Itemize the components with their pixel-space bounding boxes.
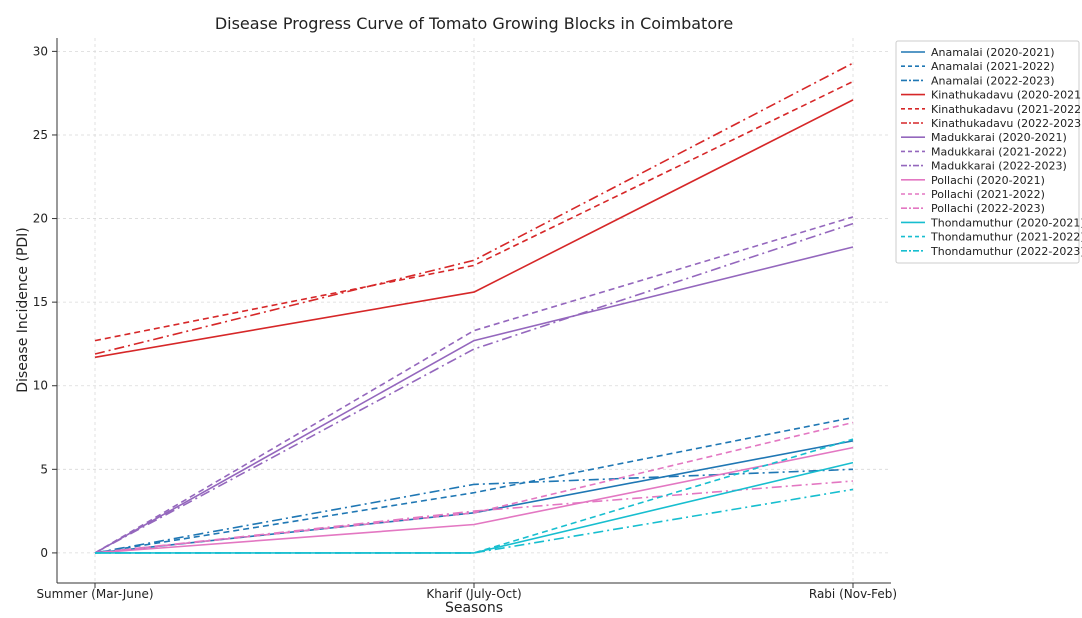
series-line (94, 421, 854, 554)
legend-label: Anamalai (2020-2021) (931, 46, 1055, 59)
x-tick-label: Summer (Mar-June) (36, 587, 153, 601)
legend: Anamalai (2020-2021)Anamalai (2021-2022)… (895, 40, 1082, 264)
legend-label: Thondamuthur (2020-2021) (930, 216, 1082, 229)
y-tick-label: 0 (40, 546, 48, 560)
y-tick-label: 25 (33, 128, 48, 142)
legend-label: Kinathukadavu (2022-2023) (931, 117, 1082, 130)
chart-title: Disease Progress Curve of Tomato Growing… (215, 14, 733, 33)
legend-label: Pollachi (2021-2022) (931, 188, 1045, 201)
y-tick-label: 5 (40, 462, 48, 476)
series-line (94, 216, 854, 554)
legend-label: Madukkarai (2020-2021) (931, 131, 1067, 144)
x-tick-label: Rabi (Nov-Feb) (809, 587, 897, 601)
series-line (94, 416, 854, 554)
y-tick-label: 20 (33, 212, 48, 226)
x-axis-label: Seasons (445, 600, 503, 616)
series-line (94, 99, 854, 359)
y-axis-label: Disease Incidence (PDI) (15, 227, 31, 393)
y-ticks: 0 5 10 15 20 25 30 (33, 44, 57, 560)
series-line (94, 246, 854, 554)
legend-label: Pollachi (2020-2021) (931, 174, 1045, 187)
x-ticks: Summer (Mar-June) Kharif (July-Oct) Rabi (… (36, 583, 897, 601)
legend-label: Madukkarai (2022-2023) (931, 160, 1067, 173)
legend-label: Anamalai (2021-2022) (931, 60, 1055, 73)
series-line (94, 446, 854, 554)
x-tick-label: Kharif (July-Oct) (426, 587, 521, 601)
legend-label: Anamalai (2022-2023) (931, 74, 1055, 87)
legend-label: Thondamuthur (2021-2022) (930, 231, 1082, 244)
series-line (94, 468, 854, 554)
legend-label: Thondamuthur (2022-2023) (930, 245, 1082, 258)
series-layer (94, 62, 854, 554)
y-tick-label: 30 (33, 44, 48, 58)
y-tick-label: 10 (33, 379, 48, 393)
series-line (94, 222, 854, 554)
series-line (94, 480, 854, 554)
series-line (95, 488, 854, 554)
series-line (95, 438, 854, 554)
legend-label: Kinathukadavu (2021-2022) (931, 103, 1082, 116)
legend-label: Kinathukadavu (2020-2021) (931, 89, 1082, 102)
series-line (94, 62, 854, 355)
y-tick-label: 15 (33, 295, 48, 309)
legend-frame (895, 40, 1080, 264)
legend-label: Madukkarai (2021-2022) (931, 145, 1067, 158)
legend-label: Pollachi (2022-2023) (931, 202, 1045, 215)
